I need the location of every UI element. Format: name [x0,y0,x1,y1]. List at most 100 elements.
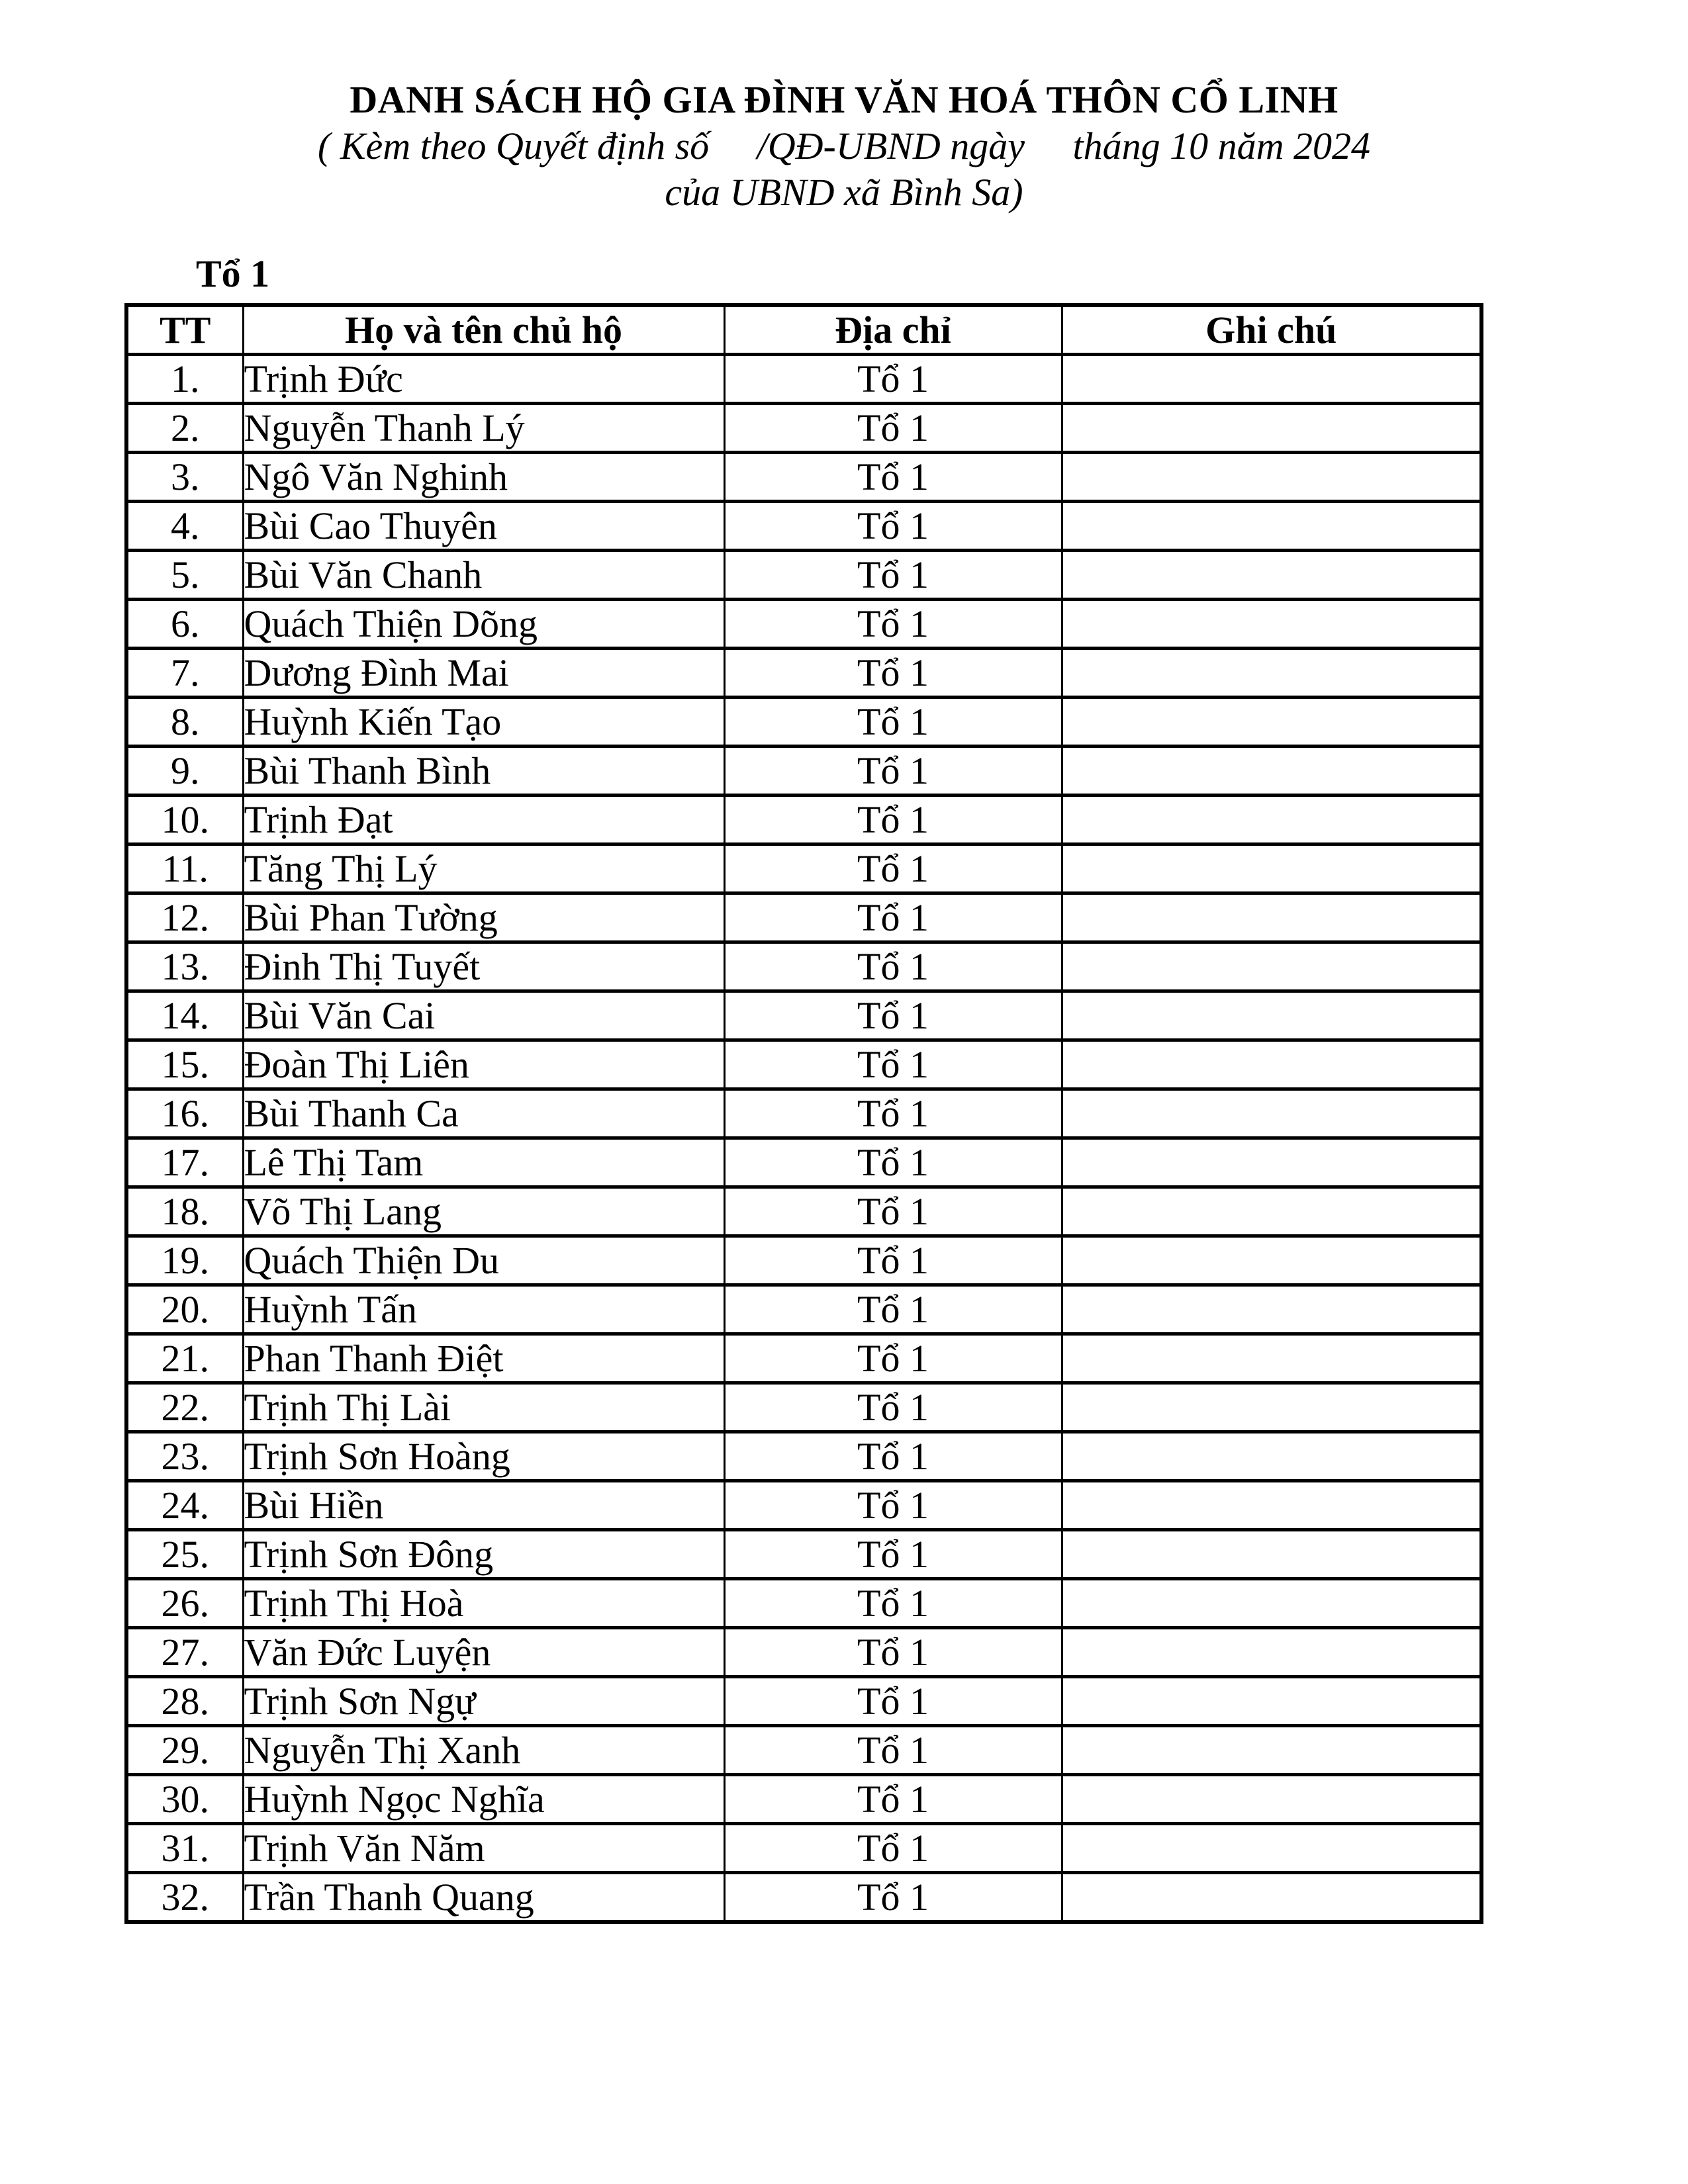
row-number-cell: 20. [125,1283,244,1336]
household-name-cell: Trịnh Đức [242,353,726,405]
note-cell [1060,1675,1483,1727]
column-header-tt: TT [125,303,244,356]
row-number-cell: 23. [125,1430,244,1482]
address-cell: Tổ 1 [723,1822,1063,1874]
table-row: 28. Trịnh Sơn Ngự Tổ 1 [125,1675,1483,1727]
note-cell [1060,1234,1483,1287]
address-cell: Tổ 1 [723,891,1063,944]
note-cell [1060,745,1483,797]
address-cell: Tổ 1 [723,1675,1063,1727]
note-cell [1060,1577,1483,1629]
row-number-cell: 32. [125,1871,244,1924]
address-cell: Tổ 1 [723,745,1063,797]
address-cell: Tổ 1 [723,1332,1063,1385]
address-cell: Tổ 1 [723,1430,1063,1482]
row-number-cell: 6. [125,598,244,650]
address-cell: Tổ 1 [723,1136,1063,1189]
table-row: 32. Trần Thanh Quang Tổ 1 [125,1871,1483,1924]
note-cell [1060,1381,1483,1433]
household-name-cell: Huỳnh Kiến Tạo [242,696,726,748]
row-number-cell: 31. [125,1822,244,1874]
row-number-cell: 17. [125,1136,244,1189]
table-row: 14. Bùi Văn Cai Tổ 1 [125,989,1483,1042]
table-row: 20. Huỳnh Tấn Tổ 1 [125,1283,1483,1336]
row-number-cell: 2. [125,402,244,454]
section-title: Tổ 1 [196,252,270,295]
note-cell [1060,989,1483,1042]
note-cell [1060,500,1483,552]
household-name-cell: Nguyễn Thị Xanh [242,1724,726,1776]
household-name-cell: Đoàn Thị Liên [242,1038,726,1091]
household-name-cell: Trịnh Thị Lài [242,1381,726,1433]
table-row: 7. Dương Đình Mai Tổ 1 [125,647,1483,699]
row-number-cell: 15. [125,1038,244,1091]
row-number-cell: 12. [125,891,244,944]
note-cell [1060,1283,1483,1336]
column-header-address: Địa chỉ [723,303,1063,356]
household-name-cell: Bùi Phan Tường [242,891,726,944]
address-cell: Tổ 1 [723,647,1063,699]
address-cell: Tổ 1 [723,598,1063,650]
household-name-cell: Trịnh Sơn Hoàng [242,1430,726,1482]
table-row: 15. Đoàn Thị Liên Tổ 1 [125,1038,1483,1091]
address-cell: Tổ 1 [723,989,1063,1042]
row-number-cell: 18. [125,1185,244,1238]
note-cell [1060,1871,1483,1924]
row-number-cell: 3. [125,451,244,503]
table-row: 13. Đinh Thị Tuyết Tổ 1 [125,940,1483,993]
row-number-cell: 10. [125,794,244,846]
address-cell: Tổ 1 [723,1577,1063,1629]
column-header-note: Ghi chú [1060,303,1483,356]
table-row: 25. Trịnh Sơn Đông Tổ 1 [125,1528,1483,1580]
note-cell [1060,1430,1483,1482]
table-row: 2. Nguyễn Thanh Lý Tổ 1 [125,402,1483,454]
table-row: 9. Bùi Thanh Bình Tổ 1 [125,745,1483,797]
row-number-cell: 27. [125,1626,244,1678]
document-subtitle-line2: của UBND xã Bình Sa) [665,171,1023,214]
address-cell: Tổ 1 [723,940,1063,993]
table-header-row: TT Họ và tên chủ hộ Địa chỉ Ghi chú [125,303,1483,356]
address-cell: Tổ 1 [723,1528,1063,1580]
table-row: 31. Trịnh Văn Năm Tổ 1 [125,1822,1483,1874]
table-row: 6. Quách Thiện Dõng Tổ 1 [125,598,1483,650]
household-name-cell: Quách Thiện Du [242,1234,726,1287]
note-cell [1060,1626,1483,1678]
table-row: 30. Huỳnh Ngọc Nghĩa Tổ 1 [125,1773,1483,1825]
address-cell: Tổ 1 [723,1283,1063,1336]
address-cell: Tổ 1 [723,1381,1063,1433]
note-cell [1060,402,1483,454]
household-name-cell: Trịnh Thị Hoà [242,1577,726,1629]
note-cell [1060,891,1483,944]
table-row: 24. Bùi Hiền Tổ 1 [125,1479,1483,1531]
note-cell [1060,353,1483,405]
row-number-cell: 9. [125,745,244,797]
row-number-cell: 28. [125,1675,244,1727]
household-name-cell: Tăng Thị Lý [242,842,726,895]
table-row: 26. Trịnh Thị Hoà Tổ 1 [125,1577,1483,1629]
table-row: 22. Trịnh Thị Lài Tổ 1 [125,1381,1483,1433]
note-cell [1060,1773,1483,1825]
household-name-cell: Đinh Thị Tuyết [242,940,726,993]
row-number-cell: 5. [125,549,244,601]
address-cell: Tổ 1 [723,1479,1063,1531]
row-number-cell: 11. [125,842,244,895]
household-name-cell: Trịnh Sơn Ngự [242,1675,726,1727]
household-name-cell: Bùi Thanh Ca [242,1087,726,1140]
row-number-cell: 8. [125,696,244,748]
household-name-cell: Trịnh Văn Năm [242,1822,726,1874]
household-name-cell: Huỳnh Tấn [242,1283,726,1336]
household-name-cell: Bùi Hiền [242,1479,726,1531]
row-number-cell: 16. [125,1087,244,1140]
household-name-cell: Võ Thị Lang [242,1185,726,1238]
document-title: DANH SÁCH HỘ GIA ĐÌNH VĂN HOÁ THÔN CỔ LI… [350,78,1338,121]
address-cell: Tổ 1 [723,1234,1063,1287]
row-number-cell: 22. [125,1381,244,1433]
note-cell [1060,1136,1483,1189]
address-cell: Tổ 1 [723,500,1063,552]
note-cell [1060,1822,1483,1874]
household-name-cell: Bùi Cao Thuyên [242,500,726,552]
table-body: 1. Trịnh Đức Tổ 1 2. Nguyễn Thanh Lý Tổ 1 3. Ng… [125,353,1483,1924]
table-row: 19. Quách Thiện Du Tổ 1 [125,1234,1483,1287]
row-number-cell: 24. [125,1479,244,1531]
note-cell [1060,451,1483,503]
